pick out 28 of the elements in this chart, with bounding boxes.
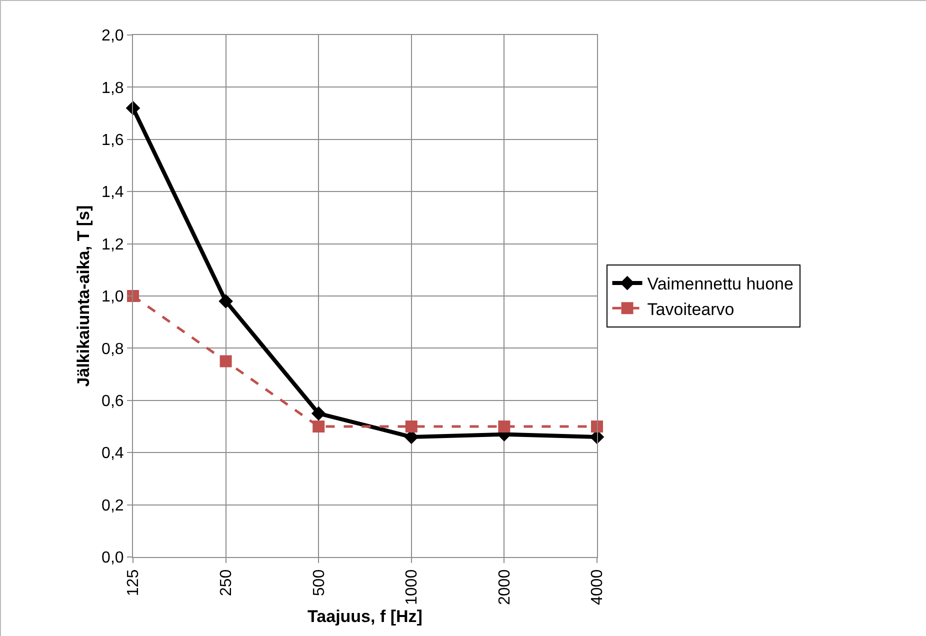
point [218,294,233,308]
y-tick-label: 0,0 [102,550,124,567]
point [498,420,510,432]
y-tick-label: 1,2 [102,236,124,254]
point [220,355,232,368]
x-tick-label: 1000 [404,569,421,605]
legend-label: Tavoitearvo [647,300,734,319]
x-tick-label: 250 [218,569,235,596]
y-tick-label: 1,8 [102,80,124,97]
y-tick-label: 1,4 [102,184,124,202]
point [591,420,603,432]
y-tick-label: 1,6 [102,132,124,149]
x-tick-label: 500 [310,569,328,596]
y-tick-label: 1,0 [102,288,124,306]
y-tick-label: 0,8 [102,340,124,358]
x-tick-label: 125 [125,569,142,596]
x-tick-label: 2000 [496,569,514,605]
point [312,420,325,432]
y-tick-label: 2,0 [102,28,124,45]
point [311,406,326,421]
y-tick-label: 0,2 [102,497,124,514]
y-tick-label: 0,6 [102,393,124,410]
x-tick-label: 4000 [589,569,606,605]
y-tick-label: 0,4 [102,445,124,462]
point [405,420,418,432]
x-axis-title: Taajuus, f [Hz] [308,606,422,626]
legend-label: Vaimennettu huone [647,274,794,294]
y-axis-title: Jälkikaiunta-aika, T [s] [74,205,93,387]
